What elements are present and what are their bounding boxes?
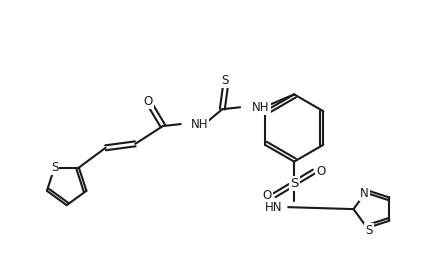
Text: S: S (290, 177, 298, 190)
Text: S: S (365, 224, 373, 237)
Text: O: O (316, 165, 326, 178)
Text: S: S (221, 74, 229, 87)
Text: S: S (51, 161, 58, 174)
Text: NH: NH (252, 101, 269, 114)
Text: N: N (360, 187, 368, 200)
Text: NH: NH (191, 117, 208, 131)
Text: HN: HN (265, 201, 282, 214)
Text: O: O (263, 189, 272, 202)
Text: O: O (143, 95, 153, 108)
